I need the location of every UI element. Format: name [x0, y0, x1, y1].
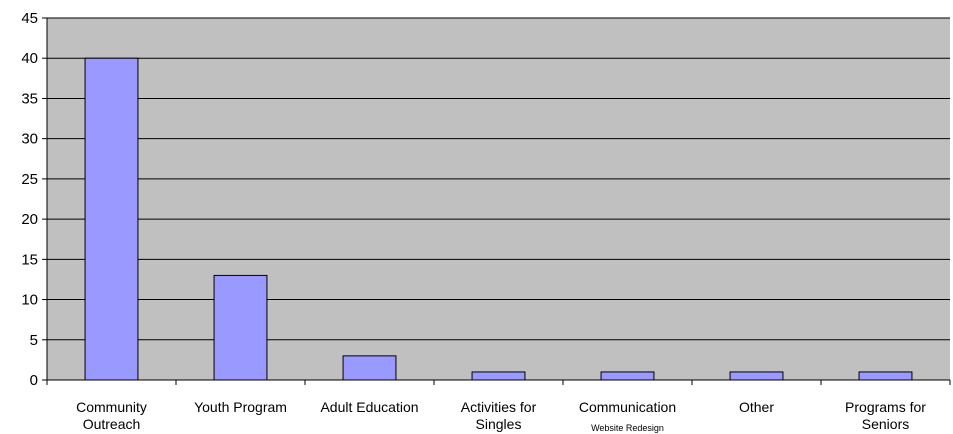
axes	[42, 17, 951, 385]
bar-5	[729, 371, 784, 381]
x-category-label: Community	[76, 399, 147, 415]
y-tick-label: 35	[21, 90, 38, 107]
y-tick-label: 15	[21, 251, 38, 268]
y-tick-labels: 0 5 10 15 20 25 30 35 40 45	[21, 10, 38, 389]
x-category-label: Adult Education	[320, 399, 418, 415]
bar-6	[858, 371, 913, 381]
x-category-label: Outreach	[83, 416, 141, 432]
y-tick-label: 30	[21, 131, 38, 148]
y-tick-label: 0	[30, 372, 38, 389]
x-category-label: Other	[739, 399, 774, 415]
plot-area	[47, 18, 950, 380]
gridlines	[47, 17, 950, 341]
x-category-label: Communication	[579, 399, 676, 415]
x-category-label: Activities for	[461, 399, 537, 415]
y-tick-label: 5	[30, 332, 38, 349]
x-category-label: Seniors	[862, 416, 909, 432]
y-tick-label: 25	[21, 171, 38, 188]
bar-3	[471, 371, 526, 381]
bar-4	[600, 371, 655, 381]
x-category-label: Programs for	[845, 399, 926, 415]
bars	[84, 57, 913, 381]
bar-1	[213, 274, 268, 381]
bar-2	[342, 355, 397, 381]
x-category-sublabel: Website Redesign	[591, 423, 664, 433]
x-category-label: Singles	[476, 416, 522, 432]
y-tick-label: 20	[21, 211, 38, 228]
x-category-label: Youth Program	[194, 399, 287, 415]
y-tick-label: 40	[21, 50, 38, 67]
y-tick-label: 45	[21, 10, 38, 27]
y-tick-label: 10	[21, 292, 38, 309]
bar-0	[84, 57, 139, 381]
